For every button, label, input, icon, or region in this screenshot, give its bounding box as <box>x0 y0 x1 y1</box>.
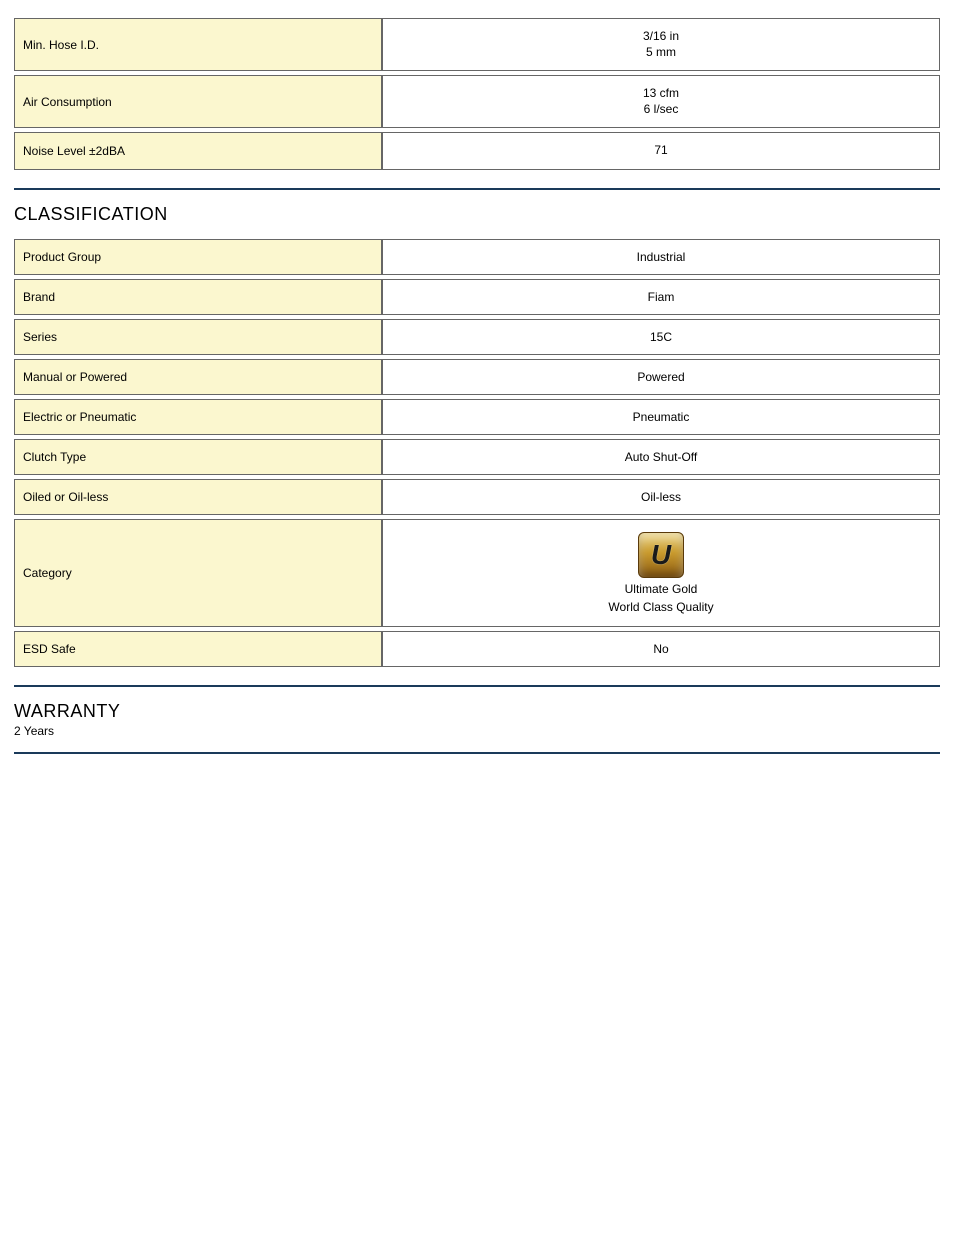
classification-title: CLASSIFICATION <box>14 204 940 225</box>
spec-value-line: 71 <box>654 143 667 159</box>
section-divider <box>14 752 940 754</box>
spec-label: Clutch Type <box>14 439 382 475</box>
category-badge: U Ultimate Gold World Class Quality <box>391 532 931 614</box>
spec-value-line: 6 l/sec <box>644 102 679 118</box>
classification-section: CLASSIFICATION Product Group Industrial … <box>14 204 940 671</box>
spec-value-line: 5 mm <box>646 45 676 61</box>
specs-top-section: Min. Hose I.D. 3/16 in 5 mm Air Consumpt… <box>14 14 940 174</box>
warranty-section: WARRANTY 2 Years <box>14 701 940 738</box>
spec-value: 13 cfm 6 l/sec <box>382 75 940 128</box>
spec-label: Oiled or Oil-less <box>14 479 382 515</box>
section-divider <box>14 685 940 687</box>
table-row: Brand Fiam <box>14 279 940 315</box>
spec-label: Brand <box>14 279 382 315</box>
table-row-category: Category U Ultimate Gold World Class Qua… <box>14 519 940 627</box>
classification-table: Product Group Industrial Brand Fiam Seri… <box>14 235 940 671</box>
category-line2: World Class Quality <box>608 600 713 614</box>
spec-label: Manual or Powered <box>14 359 382 395</box>
table-row: Min. Hose I.D. 3/16 in 5 mm <box>14 18 940 71</box>
spec-value-line: 3/16 in <box>643 29 679 45</box>
specs-top-table: Min. Hose I.D. 3/16 in 5 mm Air Consumpt… <box>14 14 940 174</box>
spec-value: 3/16 in 5 mm <box>382 18 940 71</box>
table-row: Clutch Type Auto Shut-Off <box>14 439 940 475</box>
spec-value: Auto Shut-Off <box>382 439 940 475</box>
ultimate-gold-badge-icon: U <box>638 532 684 578</box>
table-row: ESD Safe No <box>14 631 940 667</box>
spec-label: Series <box>14 319 382 355</box>
spec-label: ESD Safe <box>14 631 382 667</box>
spec-value: Oil-less <box>382 479 940 515</box>
spec-value: Fiam <box>382 279 940 315</box>
table-row: Product Group Industrial <box>14 239 940 275</box>
spec-value: Powered <box>382 359 940 395</box>
warranty-text: 2 Years <box>14 724 940 738</box>
spec-label: Electric or Pneumatic <box>14 399 382 435</box>
table-row: Noise Level ±2dBA 71 <box>14 132 940 170</box>
table-row: Electric or Pneumatic Pneumatic <box>14 399 940 435</box>
table-row: Air Consumption 13 cfm 6 l/sec <box>14 75 940 128</box>
spec-label: Category <box>14 519 382 627</box>
warranty-title: WARRANTY <box>14 701 940 722</box>
spec-value: 71 <box>382 132 940 170</box>
spec-value: Industrial <box>382 239 940 275</box>
section-divider <box>14 188 940 190</box>
table-row: Manual or Powered Powered <box>14 359 940 395</box>
spec-value-category: U Ultimate Gold World Class Quality <box>382 519 940 627</box>
spec-value: Pneumatic <box>382 399 940 435</box>
spec-value: 15C <box>382 319 940 355</box>
badge-letter: U <box>651 539 671 571</box>
spec-value: No <box>382 631 940 667</box>
spec-label: Min. Hose I.D. <box>14 18 382 71</box>
category-line1: Ultimate Gold <box>625 582 698 596</box>
spec-value-line: 13 cfm <box>643 86 679 102</box>
table-row: Oiled or Oil-less Oil-less <box>14 479 940 515</box>
table-row: Series 15C <box>14 319 940 355</box>
spec-label: Air Consumption <box>14 75 382 128</box>
spec-label: Noise Level ±2dBA <box>14 132 382 170</box>
spec-label: Product Group <box>14 239 382 275</box>
